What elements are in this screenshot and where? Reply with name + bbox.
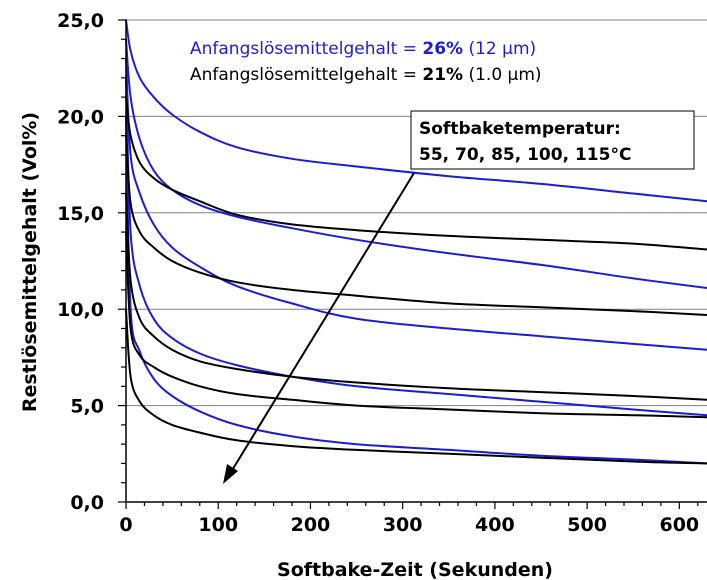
y-tick-label: 10,0 — [57, 299, 104, 321]
y-tick-label: 5,0 — [70, 396, 104, 418]
annotation-arrowhead — [223, 464, 238, 484]
x-tick-label: 300 — [383, 514, 423, 536]
axes — [118, 19, 707, 509]
y-tick-labels: 0,0 5,0 10,0 15,0 20,0 25,0 — [57, 10, 104, 514]
legend-blue-value: 26% — [422, 39, 463, 59]
annotation-line-2: 55, 70, 85, 100, 115°C — [419, 145, 631, 165]
annotation-arrow-shaft — [230, 172, 415, 473]
legend-entry-blue: Anfangslösemittelgehalt = 26% (12 µm) — [190, 39, 536, 59]
annotation-line-1: Softbaketemperatur: — [419, 119, 621, 139]
legend-black-prefix: Anfangslösemittelgehalt = — [190, 65, 422, 85]
x-tick-label: 400 — [475, 514, 515, 536]
x-axis-title: Softbake-Zeit (Sekunden) — [277, 559, 553, 580]
series-line-2 — [125, 38, 707, 289]
annotation-box — [410, 110, 695, 170]
series-line-4 — [125, 76, 707, 417]
y-tick-label: 20,0 — [57, 106, 104, 128]
legend-black-suffix: (1.0 µm) — [463, 65, 541, 85]
annotation: Softbaketemperatur: 55, 70, 85, 100, 115… — [223, 110, 695, 484]
legend-entry-black: Anfangslösemittelgehalt = 21% (1.0 µm) — [190, 65, 542, 85]
series-line-1 — [125, 19, 707, 203]
legend-blue-prefix: Anfangslösemittelgehalt = — [190, 39, 422, 59]
x-tick-label: 600 — [659, 514, 699, 536]
series-line-7 — [125, 134, 707, 316]
legend-blue-suffix: (12 µm) — [463, 39, 536, 59]
series-line-9 — [125, 231, 707, 419]
series-line-5 — [125, 115, 707, 465]
series-group — [125, 19, 707, 465]
legend-black-value: 21% — [422, 65, 463, 85]
legend: Anfangslösemittelgehalt = 26% (12 µm) An… — [190, 39, 542, 85]
series-line-6 — [125, 96, 707, 251]
y-tick-label: 25,0 — [57, 10, 104, 32]
x-tick-label: 0 — [119, 514, 132, 536]
x-tick-label: 100 — [198, 514, 238, 536]
x-tick-label: 200 — [291, 514, 331, 536]
series-line-10 — [125, 308, 707, 465]
y-tick-label: 0,0 — [70, 492, 104, 514]
y-tick-label: 15,0 — [57, 203, 104, 225]
x-tick-labels: 0 100 200 300 400 500 600 — [119, 514, 699, 536]
series-line-3 — [125, 57, 707, 351]
y-axis-title: Restlösemittelgehalt (Vol%) — [19, 112, 41, 412]
x-tick-label: 500 — [567, 514, 607, 536]
series-line-8 — [125, 192, 707, 401]
